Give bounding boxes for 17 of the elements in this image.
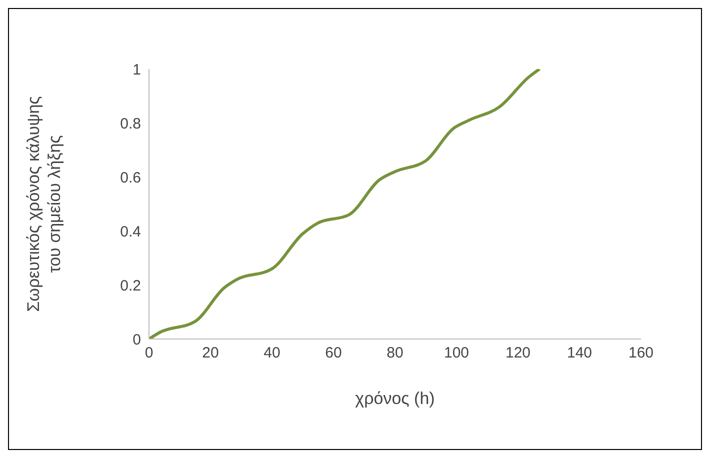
x-tick-label: 80 (386, 344, 404, 362)
x-tick-label: 120 (505, 344, 531, 362)
x-tick-label: 160 (628, 344, 654, 362)
y-tick-label: 0 (132, 331, 141, 348)
x-tick-label: 20 (202, 344, 219, 362)
y-tick-label: 0.6 (120, 169, 141, 186)
x-tick-label: 40 (264, 344, 280, 362)
y-tick-label: 1 (132, 61, 141, 78)
x-axis-title: χρόνος (h) (355, 389, 435, 408)
x-tick-label: 0 (144, 344, 154, 362)
x-tick-label: 140 (566, 344, 592, 362)
x-tick-label: 100 (444, 344, 470, 362)
y-axis-title: Σωρευτικός χρόνος κάλυψης του σημείου λήξης (24, 96, 64, 312)
y-tick-label: 0.2 (120, 277, 141, 294)
y-tick-label: 0.8 (120, 115, 141, 132)
x-tick-label: 60 (325, 344, 342, 362)
y-tick-label: 0.4 (120, 223, 141, 240)
